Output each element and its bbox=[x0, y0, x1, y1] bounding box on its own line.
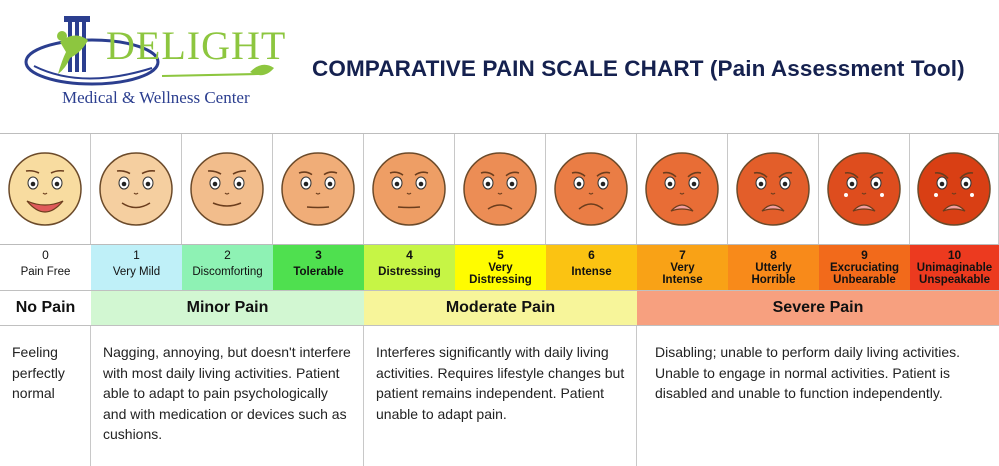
face-cell bbox=[637, 134, 728, 244]
pain-level-label: Very Mild bbox=[112, 266, 161, 278]
face-cell bbox=[273, 134, 364, 244]
divider bbox=[0, 133, 999, 134]
pain-face-icon bbox=[736, 152, 810, 226]
pain-level-label: Unimaginable Unspeakable bbox=[916, 262, 993, 286]
face-cell bbox=[364, 134, 455, 244]
groups-row: No Pain Minor Pain Moderate Pain Severe … bbox=[0, 290, 999, 326]
pain-level-label: Distressing bbox=[378, 266, 441, 278]
face-cell bbox=[910, 134, 999, 244]
pain-level-number: 3 bbox=[315, 248, 322, 262]
logo-subtitle: Medical & Wellness Center bbox=[62, 88, 250, 107]
pain-level-number: 5 bbox=[497, 248, 504, 262]
header: DELIGHT Medical & Wellness Center COMPAR… bbox=[0, 0, 999, 133]
description-moderate-pain: Interferes significantly with daily livi… bbox=[364, 326, 637, 466]
pain-level-1: 1 Very Mild bbox=[91, 244, 182, 290]
levels-row: 0 Pain Free 1 Very Mild 2 Discomforting 3 Toler… bbox=[0, 244, 999, 290]
pain-level-7: 7 Very Intense bbox=[637, 244, 728, 290]
face-cell bbox=[819, 134, 910, 244]
pain-level-number: 10 bbox=[947, 248, 962, 262]
pain-level-number: 8 bbox=[770, 248, 777, 262]
pain-level-number: 2 bbox=[224, 248, 231, 262]
pain-face-icon bbox=[827, 152, 901, 226]
pain-face-icon bbox=[463, 152, 537, 226]
pain-level-8: 8 Utterly Horrible bbox=[728, 244, 819, 290]
pain-level-3: 3 Tolerable bbox=[273, 244, 364, 290]
pain-level-6: 6 Intense bbox=[546, 244, 637, 290]
pain-level-label: Tolerable bbox=[293, 266, 344, 278]
face-cell bbox=[0, 134, 91, 244]
descriptions-row: Feeling perfectly normal Nagging, annoyi… bbox=[0, 326, 999, 466]
pain-face-icon bbox=[917, 152, 991, 226]
pain-face-icon bbox=[372, 152, 446, 226]
pain-level-label: Very Distressing bbox=[469, 262, 532, 286]
pain-face-icon bbox=[99, 152, 173, 226]
pain-level-number: 7 bbox=[679, 248, 686, 262]
pain-face-icon bbox=[190, 152, 264, 226]
logo-wordmark: DELIGHT bbox=[106, 23, 287, 68]
pain-face-icon bbox=[8, 152, 82, 226]
pain-level-number: 9 bbox=[861, 248, 868, 262]
pain-level-number: 6 bbox=[588, 248, 595, 262]
page-title: COMPARATIVE PAIN SCALE CHART (Pain Asses… bbox=[312, 56, 965, 81]
faces-row bbox=[0, 134, 999, 244]
face-cell bbox=[546, 134, 637, 244]
pain-level-label: Utterly Horrible bbox=[751, 262, 796, 286]
logo-emblem-icon bbox=[24, 16, 274, 86]
pain-level-number: 0 bbox=[42, 248, 49, 262]
pain-level-label: Excruciating Unbearable bbox=[829, 262, 900, 286]
pain-level-10: 10 Unimaginable Unspeakable bbox=[910, 244, 999, 290]
face-cell bbox=[728, 134, 819, 244]
pain-face-icon bbox=[554, 152, 628, 226]
pain-level-number: 4 bbox=[406, 248, 413, 262]
face-cell bbox=[455, 134, 546, 244]
group-minor-pain: Minor Pain bbox=[91, 290, 364, 326]
description-minor-pain: Nagging, annoying, but doesn't interfere… bbox=[91, 326, 364, 466]
description-no-pain: Feeling perfectly normal bbox=[0, 326, 91, 466]
face-cell bbox=[182, 134, 273, 244]
pain-level-label: Intense bbox=[571, 266, 612, 278]
group-no-pain: No Pain bbox=[0, 290, 91, 326]
group-moderate-pain: Moderate Pain bbox=[364, 290, 637, 326]
pain-level-2: 2 Discomforting bbox=[182, 244, 273, 290]
pain-face-icon bbox=[645, 152, 719, 226]
pain-level-9: 9 Excruciating Unbearable bbox=[819, 244, 910, 290]
pain-face-icon bbox=[281, 152, 355, 226]
pain-level-label: Pain Free bbox=[20, 266, 71, 278]
pain-level-label: Very Intense bbox=[662, 262, 703, 286]
group-severe-pain: Severe Pain bbox=[637, 290, 999, 326]
pain-level-label: Discomforting bbox=[192, 266, 263, 278]
pain-level-5: 5 Very Distressing bbox=[455, 244, 546, 290]
logo: DELIGHT Medical & Wellness Center bbox=[22, 12, 292, 112]
pain-level-number: 1 bbox=[133, 248, 140, 262]
description-severe-pain: Disabling; unable to perform daily livin… bbox=[655, 344, 961, 401]
face-cell bbox=[91, 134, 182, 244]
pain-level-0: 0 Pain Free bbox=[0, 244, 91, 290]
pain-level-4: 4 Distressing bbox=[364, 244, 455, 290]
